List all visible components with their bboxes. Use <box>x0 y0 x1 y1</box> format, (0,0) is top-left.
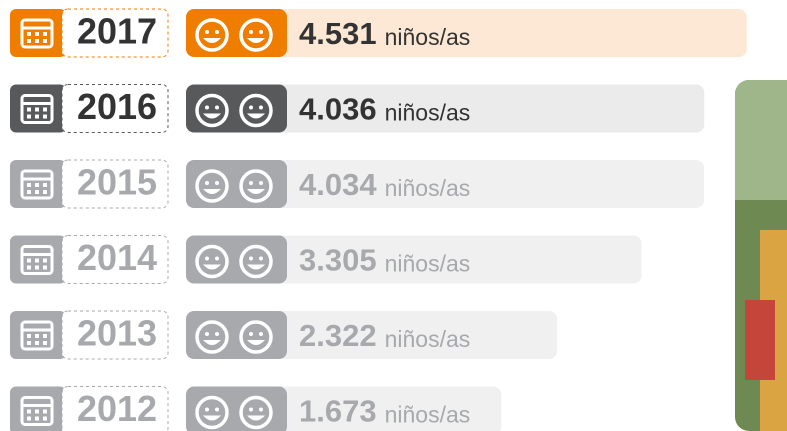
calendar-icon <box>35 334 39 338</box>
calendar-icon <box>35 39 39 43</box>
kids-icon <box>205 106 209 110</box>
calendar-icon <box>27 115 31 119</box>
calendar-icon <box>27 39 31 43</box>
kids-icon <box>249 30 253 34</box>
kids-icon <box>249 257 253 261</box>
kids-icon <box>215 106 219 110</box>
unit-label: niños/as <box>385 251 471 277</box>
kids-icon <box>215 257 219 261</box>
value-label: 2.322 <box>299 318 377 353</box>
year-label: 2014 <box>77 237 157 278</box>
calendar-icon <box>27 108 31 112</box>
calendar-icon <box>27 410 31 414</box>
calendar-icon <box>35 190 39 194</box>
calendar-icon <box>43 259 47 263</box>
kids-icon <box>205 408 209 412</box>
calendar-icon <box>43 410 47 414</box>
kids-icon <box>205 332 209 336</box>
calendar-icon <box>43 108 47 112</box>
year-label: 2015 <box>77 162 157 203</box>
calendar-icon <box>43 32 47 36</box>
kids-icon <box>205 257 209 261</box>
calendar-icon <box>35 266 39 270</box>
unit-label: niños/as <box>385 24 471 50</box>
value-label: 4.036 <box>299 92 377 127</box>
calendar-icon <box>43 341 47 345</box>
calendar-icon <box>43 417 47 421</box>
calendar-icon <box>35 32 39 36</box>
value-label: 4.034 <box>299 167 377 202</box>
calendar-icon <box>27 32 31 36</box>
calendar-icon <box>35 341 39 345</box>
kids-icon <box>259 106 263 110</box>
year-label: 2012 <box>77 388 157 429</box>
chart: 2017 4.531 niños/as 2016 4.036 niños/as 2015 4.… <box>0 0 787 431</box>
calendar-icon <box>27 341 31 345</box>
kids-icon <box>249 106 253 110</box>
year-label: 2016 <box>77 86 157 127</box>
kids-icon <box>205 181 209 185</box>
kids-icon <box>215 332 219 336</box>
calendar-icon <box>43 183 47 187</box>
value-label: 3.305 <box>299 243 377 278</box>
year-label: 2013 <box>77 313 157 354</box>
kids-icon <box>259 332 263 336</box>
photo <box>735 80 787 431</box>
calendar-icon <box>43 190 47 194</box>
calendar-icon <box>27 183 31 187</box>
calendar-icon <box>35 115 39 119</box>
unit-label: niños/as <box>385 100 471 126</box>
kids-icon <box>215 30 219 34</box>
value-label: 1.673 <box>299 394 377 429</box>
calendar-icon <box>35 417 39 421</box>
calendar-icon <box>35 183 39 187</box>
calendar-icon <box>35 108 39 112</box>
unit-label: niños/as <box>385 175 471 201</box>
kids-icon <box>215 408 219 412</box>
kids-icon <box>259 181 263 185</box>
kids-icon <box>259 408 263 412</box>
calendar-icon <box>27 334 31 338</box>
kids-icon <box>259 30 263 34</box>
calendar-icon <box>35 259 39 263</box>
kids-icon <box>205 30 209 34</box>
kids-icon <box>249 408 253 412</box>
calendar-icon <box>27 266 31 270</box>
calendar-icon <box>35 410 39 414</box>
kids-icon <box>259 257 263 261</box>
calendar-icon <box>27 417 31 421</box>
calendar-icon <box>27 190 31 194</box>
kids-icon <box>249 181 253 185</box>
calendar-icon <box>43 266 47 270</box>
calendar-icon <box>27 259 31 263</box>
kids-icon <box>215 181 219 185</box>
calendar-icon <box>43 39 47 43</box>
year-label: 2017 <box>77 11 157 52</box>
calendar-icon <box>43 115 47 119</box>
unit-label: niños/as <box>385 402 471 428</box>
calendar-icon <box>43 334 47 338</box>
kids-icon <box>249 332 253 336</box>
value-label: 4.531 <box>299 16 377 51</box>
unit-label: niños/as <box>385 326 471 352</box>
